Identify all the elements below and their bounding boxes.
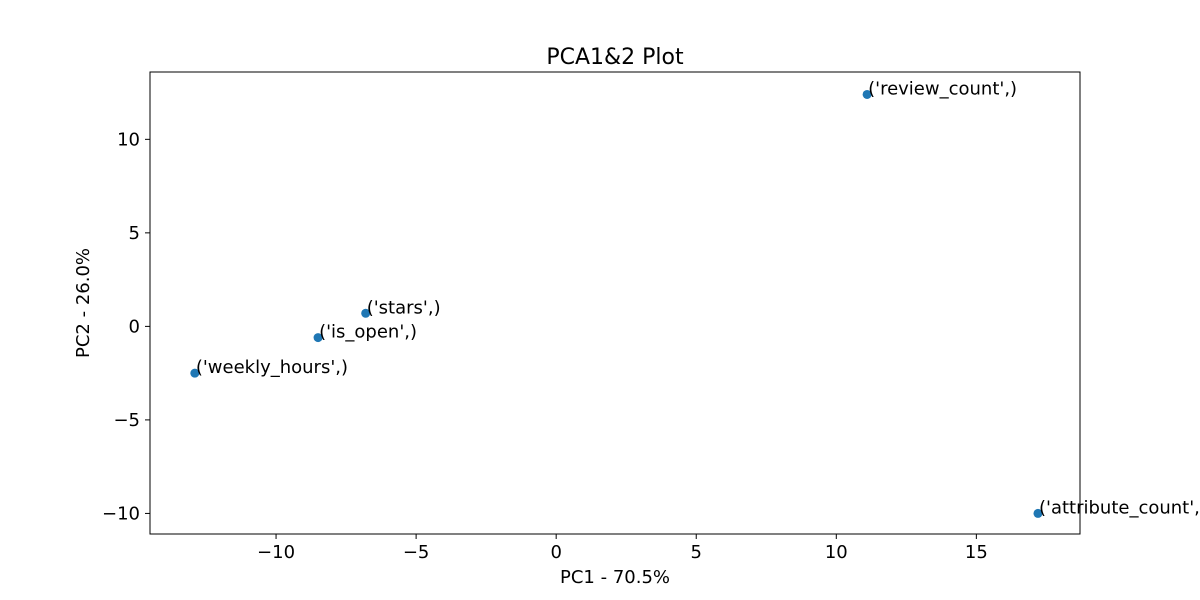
x-axis-ticks: −10 −5 0 5 10 15 <box>257 534 988 563</box>
point-label: ('stars',) <box>367 297 441 318</box>
scatter-point <box>1033 508 1043 518</box>
point-label: ('is_open',) <box>319 322 417 343</box>
scatter-point <box>190 368 200 378</box>
point-label: ('weekly_hours',) <box>196 357 348 378</box>
point-label: ('review_count',) <box>868 78 1017 99</box>
y-tick-label: 5 <box>129 223 140 244</box>
x-tick-label: 0 <box>550 542 561 563</box>
plot-marks: ('review_count',) ('stars',) ('is_open',) (… <box>190 78 1200 518</box>
y-tick-label: −5 <box>113 410 140 431</box>
y-axis-ticks: −10 −5 0 5 10 <box>102 129 150 524</box>
chart-title: PCA1&2 Plot <box>546 45 684 70</box>
x-tick-label: 10 <box>825 542 848 563</box>
y-tick-label: 0 <box>129 316 140 337</box>
y-tick-label: −10 <box>102 503 140 524</box>
plot-area-frame <box>149 71 1081 535</box>
x-axis-label: PC1 - 70.5% <box>560 567 670 588</box>
scatter-point <box>313 333 323 343</box>
x-tick-label: 15 <box>965 542 988 563</box>
x-tick-label: 5 <box>691 542 702 563</box>
x-tick-label: −10 <box>257 542 295 563</box>
scatter-point <box>361 308 371 318</box>
point-label: ('attribute_count',) <box>1039 497 1200 518</box>
y-axis-label: PC2 - 26.0% <box>73 248 94 358</box>
scatter-point <box>862 89 872 99</box>
y-tick-label: 10 <box>117 129 140 150</box>
x-tick-label: −5 <box>403 542 430 563</box>
